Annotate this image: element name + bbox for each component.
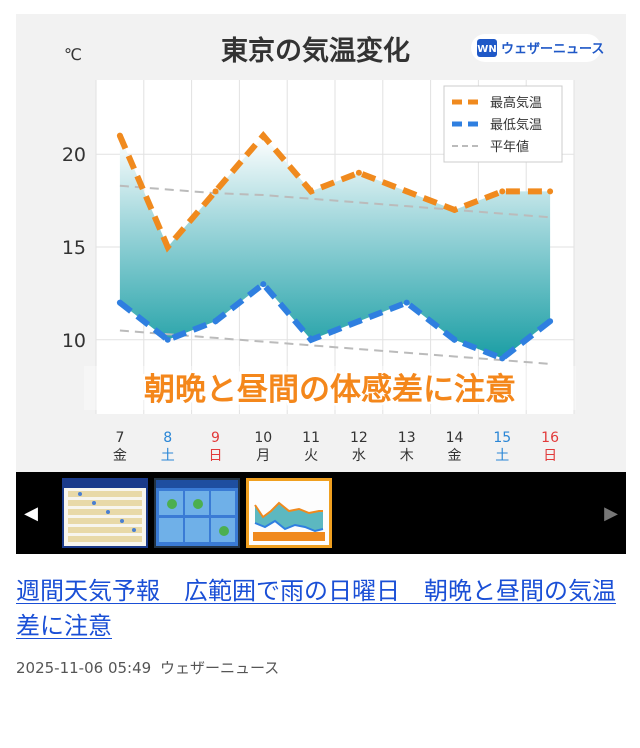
data-point-min [308, 336, 315, 343]
article-image-card[interactable]: 東京の気温変化 WN ウェザーニュース ℃ 10 15 20 最高気温最低気温平年値朝晩と昼間… [16, 14, 626, 472]
x-tick-label-weekday: 水 [352, 448, 366, 464]
data-point-min [451, 336, 458, 343]
brand-logo-text: WN [477, 44, 496, 55]
data-point-max [451, 206, 458, 213]
data-point-min [355, 318, 362, 325]
y-tick-label: 20 [62, 144, 86, 166]
article-source: ウェザーニュース [159, 659, 280, 677]
weekly-table-thumbnail-image [64, 480, 146, 542]
y-tick-label: 15 [62, 237, 86, 259]
x-tick-label-day: 15 [493, 430, 511, 446]
data-point-min [499, 355, 506, 362]
thumbnail-temperature-chart[interactable] [246, 478, 332, 548]
data-point-max [212, 188, 219, 195]
data-point-min [164, 336, 171, 343]
series-line-normal [119, 329, 551, 365]
x-tick-label-weekday: 土 [495, 448, 509, 464]
series-line-max [117, 131, 551, 253]
x-tick-label-day: 11 [302, 430, 320, 446]
temperature-chart: 東京の気温変化 WN ウェザーニュース ℃ 10 15 20 最高気温最低気温平年値朝晩と昼間… [62, 34, 604, 464]
data-point-max [547, 188, 554, 195]
y-tick-label: 10 [62, 330, 86, 352]
article-meta: 2025-11-06 05:49 ウェザーニュース [16, 657, 283, 678]
brand-logo-icon [477, 39, 497, 57]
article-headline-link[interactable]: 週間天気予報 広範囲で雨の日曜日 朝晩と昼間の気温差に注意 [16, 577, 616, 640]
x-tick-label-day: 7 [115, 430, 124, 446]
x-tick-label-day: 12 [350, 430, 368, 446]
article-date: 2025-11-06 05:49 [16, 659, 152, 677]
temperature-range-fill [119, 135, 551, 359]
banner-backdrop [84, 366, 576, 410]
x-tick-label-weekday: 火 [304, 448, 318, 464]
next-arrow-icon[interactable]: ▶ [604, 502, 618, 524]
data-point-min [116, 299, 123, 306]
legend-label: 平年値 [490, 139, 529, 155]
weather-maps-thumbnail-image [156, 480, 238, 542]
x-tick-label-day: 16 [541, 430, 559, 446]
x-tick-label-day: 9 [211, 430, 220, 446]
data-point-max [164, 244, 171, 250]
thumbnail-weather-maps[interactable] [154, 478, 240, 548]
series-line-normal [119, 184, 551, 219]
data-point-max [355, 169, 362, 176]
y-axis-unit: ℃ [64, 45, 82, 64]
data-point-max [116, 132, 123, 139]
brand-name: ウェザーニュース [501, 42, 604, 57]
thumbnail-strip: ◀ ▶ [16, 472, 626, 554]
series-line-min [118, 279, 552, 362]
legend-box [443, 85, 563, 163]
x-tick-label-day: 10 [254, 430, 272, 446]
data-point-min [212, 318, 219, 325]
x-tick-label-weekday: 金 [113, 448, 127, 464]
x-tick-label-weekday: 木 [400, 448, 414, 464]
prev-arrow-icon[interactable]: ◀ [24, 502, 38, 524]
data-point-max [260, 132, 267, 139]
x-tick-label-day: 13 [398, 430, 416, 446]
x-tick-label-weekday: 日 [209, 448, 223, 464]
legend-label: 最高気温 [490, 95, 542, 111]
data-point-min [547, 318, 554, 325]
data-point-max [308, 188, 315, 195]
x-tick-label-weekday: 土 [161, 448, 175, 464]
legend-label: 最低気温 [490, 117, 542, 133]
x-tick-label-weekday: 金 [448, 448, 462, 464]
x-tick-label-day: 14 [446, 430, 464, 446]
caption-banner: 朝晩と昼間の体感差に注意 [144, 372, 516, 408]
x-tick-label-day: 8 [163, 430, 172, 446]
brand-badge [471, 34, 601, 62]
x-tick-label-weekday: 日 [543, 448, 557, 464]
data-point-min [403, 299, 410, 306]
data-point-max [499, 188, 506, 195]
data-point-max [403, 188, 410, 195]
x-tick-label-weekday: 月 [256, 448, 270, 464]
temperature-chart-thumbnail-image [253, 501, 325, 541]
data-point-min [260, 281, 267, 288]
thumbnail-weekly-table[interactable] [62, 478, 148, 548]
chart-title: 東京の気温変化 [221, 35, 410, 67]
